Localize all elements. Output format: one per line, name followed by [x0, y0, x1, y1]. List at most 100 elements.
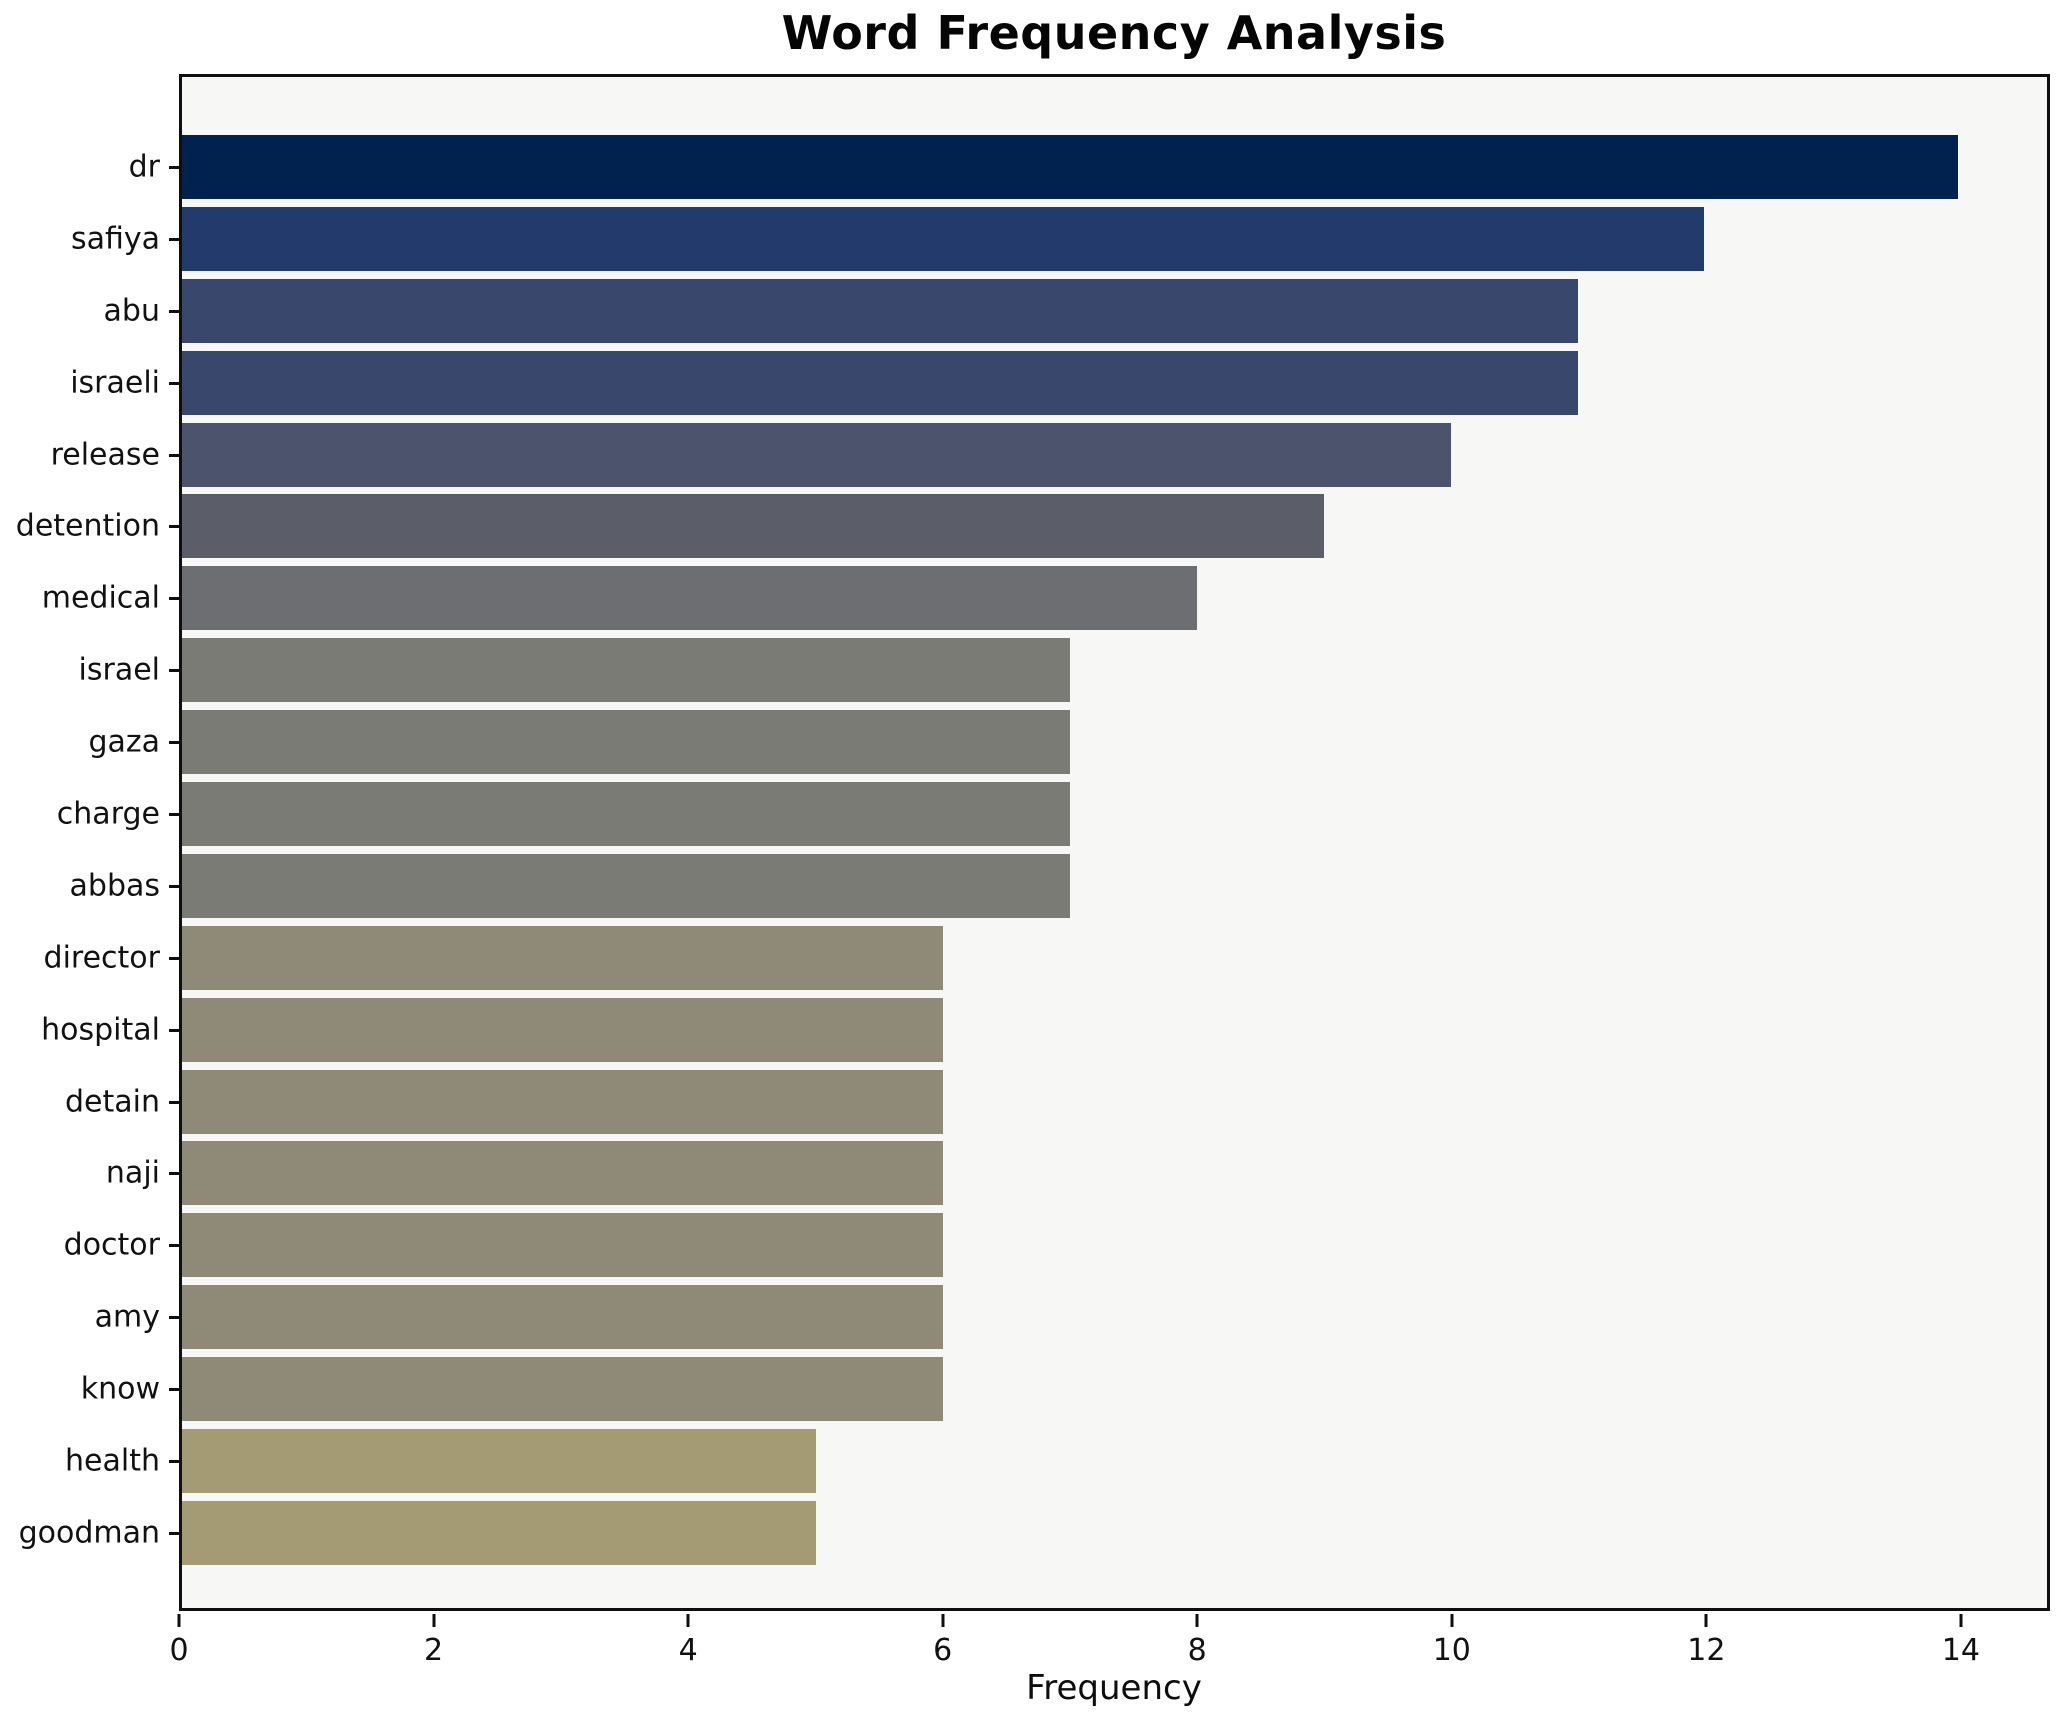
bar-dr	[182, 135, 1959, 199]
bar-row: detention	[16, 494, 2047, 559]
bar-detention	[182, 494, 1324, 559]
bar-director	[182, 925, 944, 990]
bar-row: medical	[42, 566, 2047, 631]
x-tick-mark	[686, 1614, 690, 1627]
y-tick-label: charge	[56, 796, 160, 832]
bar-row: hospital	[41, 997, 2047, 1062]
bar-row: release	[51, 422, 2047, 487]
y-tick-label: director	[43, 940, 160, 976]
bar-abbas	[182, 853, 1071, 918]
y-tick-label: safiya	[70, 221, 160, 257]
y-tick-mark	[169, 884, 179, 888]
bar-naji	[182, 1141, 944, 1206]
chart-title: Word Frequency Analysis	[781, 6, 1447, 60]
y-tick-mark	[169, 525, 179, 529]
bar-row: dr	[129, 135, 2047, 199]
y-tick-mark	[169, 741, 179, 745]
y-tick-mark	[169, 1531, 179, 1535]
bar-row: israeli	[70, 350, 2047, 415]
y-tick-label: medical	[41, 580, 160, 616]
y-tick-mark	[169, 669, 179, 673]
bar-doctor	[182, 1213, 944, 1278]
bar-amy	[182, 1285, 944, 1350]
y-tick-mark	[169, 237, 179, 241]
y-tick-mark	[169, 166, 179, 169]
x-tick-label: 4	[678, 1633, 698, 1668]
bar-row: director	[44, 925, 2047, 990]
y-tick-mark	[169, 597, 179, 601]
y-tick-label: release	[50, 437, 160, 473]
bar-health	[182, 1429, 817, 1494]
y-tick-label: abu	[103, 293, 160, 329]
x-tick-mark	[1450, 1614, 1454, 1627]
y-tick-mark	[169, 1388, 179, 1392]
y-tick-label: amy	[94, 1299, 160, 1335]
bar-release	[182, 422, 1451, 487]
x-tick-label: 2	[424, 1633, 444, 1668]
y-tick-label: know	[80, 1371, 160, 1407]
x-tick-label: 0	[169, 1633, 189, 1668]
x-tick-mark	[941, 1614, 945, 1627]
bar-safiya	[182, 206, 1705, 271]
bar-medical	[182, 566, 1197, 631]
bar-know	[182, 1357, 944, 1422]
x-tick-mark	[1704, 1614, 1708, 1627]
bar-row: detain	[65, 1069, 2047, 1134]
bar-row: charge	[57, 782, 2047, 847]
y-tick-mark	[169, 1460, 179, 1464]
y-tick-label: goodman	[18, 1515, 160, 1551]
x-tick-mark	[1195, 1614, 1199, 1627]
bars-region: dr safiya abu israeli release detention medica…	[16, 77, 2047, 1608]
y-tick-mark	[169, 1244, 179, 1248]
bar-abu	[182, 278, 1578, 343]
y-tick-label: doctor	[63, 1227, 160, 1263]
bar-row: amy	[95, 1285, 2047, 1350]
y-tick-mark	[169, 1100, 179, 1104]
y-tick-label: detain	[65, 1084, 160, 1120]
x-tick-label: 6	[933, 1633, 953, 1668]
y-tick-label: detention	[15, 508, 160, 544]
x-tick-label: 10	[1432, 1633, 1471, 1668]
bar-row: israel	[79, 638, 2047, 703]
y-tick-label: dr	[128, 149, 160, 185]
bar-charge	[182, 782, 1071, 847]
y-tick-label: health	[65, 1443, 160, 1479]
y-tick-label: abbas	[69, 868, 160, 904]
bar-gaza	[182, 710, 1071, 775]
y-tick-mark	[169, 453, 179, 457]
x-tick-mark	[1959, 1614, 1963, 1627]
bar-israeli	[182, 350, 1578, 415]
y-tick-mark	[169, 956, 179, 960]
plot-area: dr safiya abu israeli release detention medica…	[16, 74, 2050, 1611]
bar-hospital	[182, 997, 944, 1062]
y-tick-mark	[169, 1172, 179, 1176]
bar-row: abu	[104, 278, 2047, 343]
y-tick-mark	[169, 813, 179, 817]
bar-row: safiya	[71, 206, 2047, 271]
bar-row: goodman	[19, 1500, 2047, 1565]
bar-goodman	[182, 1500, 817, 1565]
y-tick-mark	[169, 1316, 179, 1320]
bar-row: health	[65, 1429, 2047, 1494]
bar-detain	[182, 1069, 944, 1134]
x-tick-label: 8	[1187, 1633, 1207, 1668]
bar-israel	[182, 638, 1071, 703]
bar-row: know	[81, 1357, 2047, 1422]
bar-row: naji	[106, 1141, 2047, 1206]
x-axis-title: Frequency	[1026, 1668, 1202, 1708]
x-tick-label: 12	[1687, 1633, 1726, 1668]
x-tick-label: 14	[1941, 1633, 1980, 1668]
y-tick-mark	[169, 309, 179, 313]
y-tick-label: gaza	[88, 724, 160, 760]
x-tick-mark	[432, 1614, 436, 1627]
bar-row: doctor	[64, 1213, 2047, 1278]
y-tick-mark	[169, 381, 179, 385]
y-tick-label: israeli	[70, 365, 160, 401]
y-tick-mark	[169, 1028, 179, 1032]
x-tick-mark	[177, 1614, 181, 1627]
bar-row: gaza	[88, 710, 2047, 775]
y-tick-label: israel	[78, 652, 160, 688]
bar-row: abbas	[70, 853, 2047, 918]
y-tick-label: naji	[105, 1155, 160, 1191]
